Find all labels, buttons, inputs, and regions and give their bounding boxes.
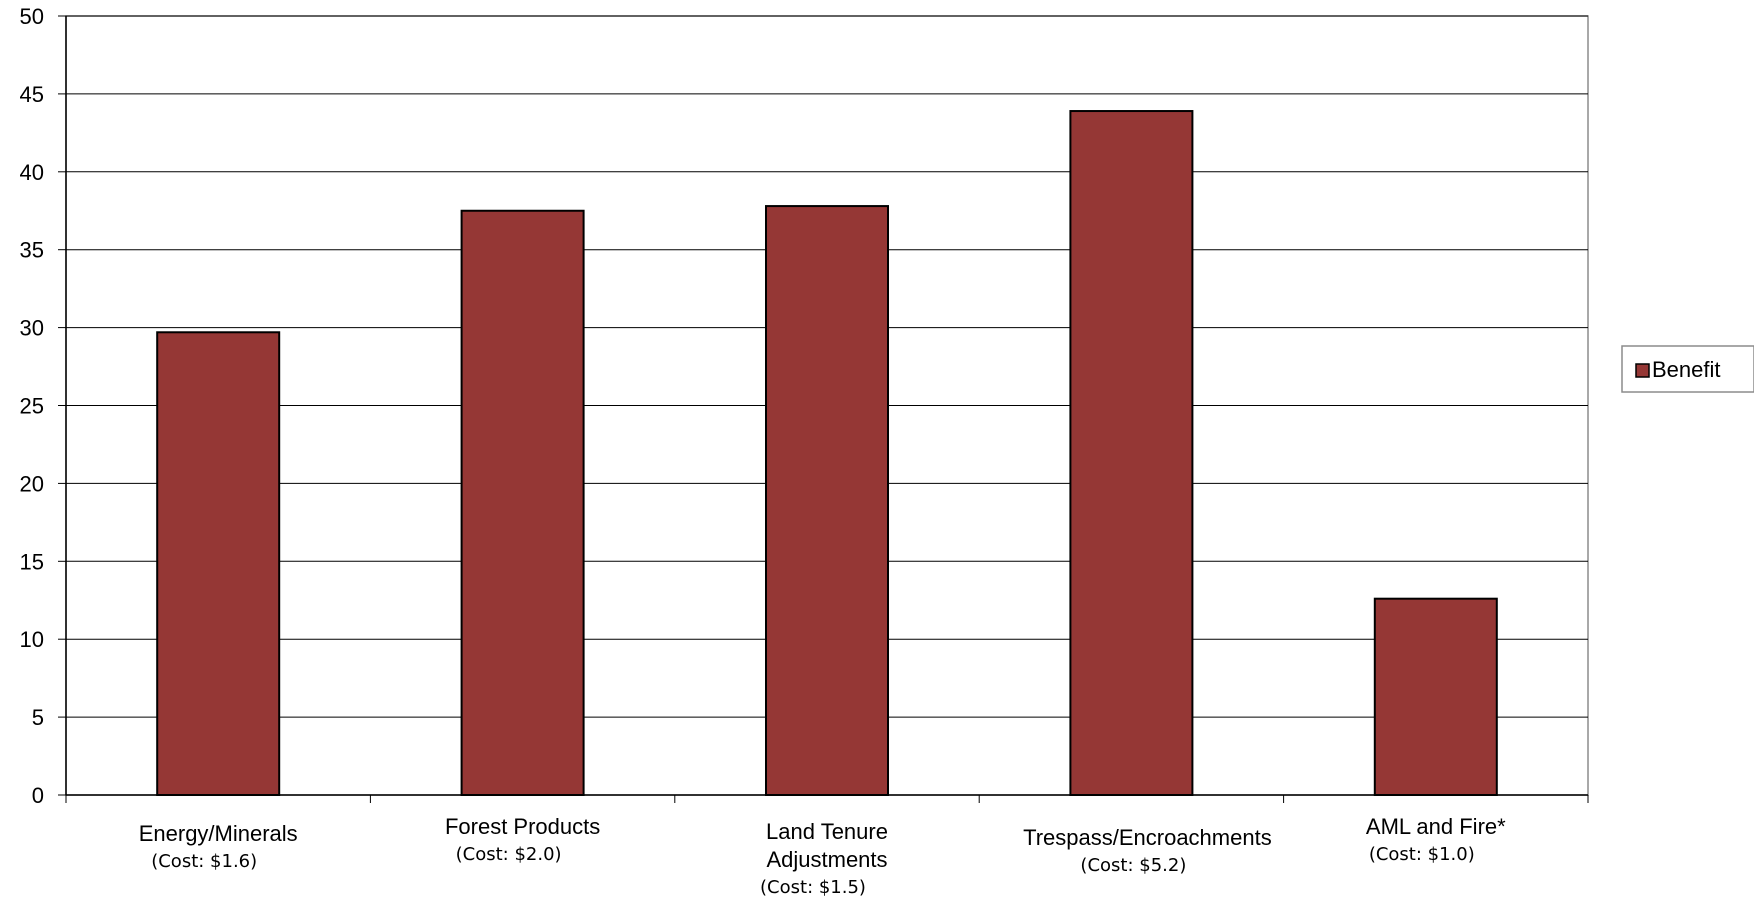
y-tick-label-45: 45: [20, 82, 44, 107]
y-tick-label-35: 35: [20, 238, 44, 263]
y-tick-label-50: 50: [20, 4, 44, 29]
y-tick-label-20: 20: [20, 471, 44, 496]
cost-label-3: (Cost: $5.2): [1080, 855, 1186, 876]
category-label-1-line-0: Forest Products: [445, 814, 600, 839]
bar-1: [460, 209, 585, 796]
legend-swatch-benefit: [1635, 363, 1650, 378]
labels: Energy/Minerals (Cost: $1.6) Forest Produc…: [139, 814, 1506, 898]
bar-3: [1069, 110, 1194, 796]
category-label-4-line-0: AML and Fire*: [1366, 814, 1506, 839]
y-tick-label-15: 15: [20, 549, 44, 574]
cost-label-1: (Cost: $2.0): [456, 844, 562, 865]
legend: Benefit: [1621, 345, 1754, 393]
y-tick-label-5: 5: [32, 705, 44, 730]
category-label-2-line-1: Adjustments: [766, 847, 887, 872]
y-tick-label-25: 25: [20, 394, 44, 419]
bar-4: [1373, 597, 1498, 797]
cost-label-4: (Cost: $1.0): [1369, 844, 1475, 865]
legend-label-benefit: Benefit: [1652, 357, 1721, 382]
bar-0: [156, 331, 281, 796]
cost-label-0: (Cost: $1.6): [151, 851, 257, 872]
y-tick-label-0: 0: [32, 783, 44, 808]
category-label-0-line-0: Energy/Minerals: [139, 821, 298, 846]
y-tick-label-30: 30: [20, 316, 44, 341]
category-label-3-line-0: Trespass/Encroachments: [1023, 825, 1272, 850]
y-tick-label-10: 10: [20, 627, 44, 652]
y-tick-label-40: 40: [20, 160, 44, 185]
category-label-2-line-0: Land Tenure: [766, 819, 888, 844]
bars: [156, 110, 1498, 797]
cost-label-2: (Cost: $1.5): [760, 877, 866, 898]
axes: 0 5 10 15 20 25 30 35 40 45 50: [20, 4, 1589, 808]
bar-2: [765, 205, 889, 797]
